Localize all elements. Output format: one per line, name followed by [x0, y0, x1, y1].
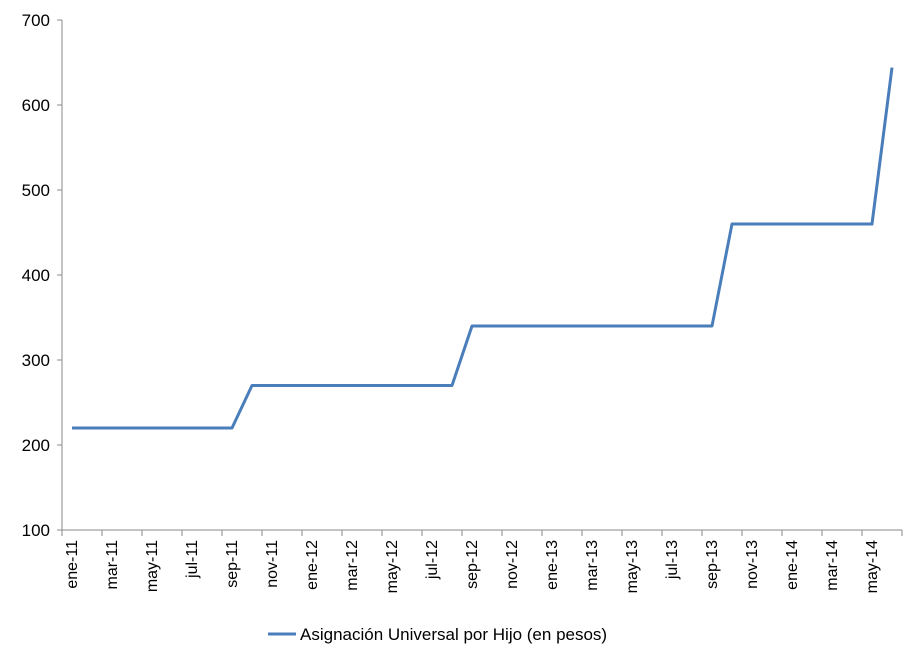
x-tick-label: ene-11	[64, 540, 81, 589]
x-tick-label: jul-13	[664, 540, 681, 580]
y-tick-label: 200	[22, 436, 50, 455]
y-tick-label: 400	[22, 266, 50, 285]
x-tick-label: sep-11	[224, 540, 241, 588]
y-axis: 100 200 300 400 500 600 700	[22, 11, 63, 540]
x-tick-label: sep-13	[704, 540, 721, 589]
y-tick-label: 500	[22, 181, 50, 200]
x-tick-label: may-11	[144, 540, 161, 592]
y-tick-label: 700	[22, 11, 50, 30]
y-tick-label: 300	[22, 351, 50, 370]
x-tick-label: ene-14	[784, 540, 801, 590]
x-tick-label: ene-13	[544, 540, 561, 590]
y-tick-label: 100	[22, 521, 50, 540]
x-tick-label: ene-12	[304, 540, 321, 590]
legend-label: Asignación Universal por Hijo (en pesos)	[300, 625, 607, 644]
series-lines	[72, 67, 894, 430]
x-tick-label: mar-12	[344, 540, 361, 591]
legend: Asignación Universal por Hijo (en pesos)	[268, 625, 607, 644]
x-tick-label: sep-12	[464, 540, 481, 589]
x-tick-label: mar-11	[104, 540, 121, 590]
series-line	[72, 67, 894, 430]
x-tick-label: nov-13	[744, 540, 761, 589]
x-tick-label: nov-11	[264, 540, 281, 588]
x-tick-label: mar-13	[584, 540, 601, 591]
x-axis: ene-11 mar-11 may-11 jul-11 sep-11 nov-11 ene-…	[61, 529, 903, 593]
x-tick-label: may-12	[384, 540, 401, 593]
y-tick-label: 600	[22, 96, 50, 115]
x-tick-label: jul-11	[184, 540, 201, 579]
x-tick-label: may-13	[624, 540, 641, 593]
x-tick-label: may-14	[864, 540, 881, 593]
x-tick-label: nov-12	[504, 540, 521, 589]
x-tick-label: jul-12	[424, 540, 441, 580]
x-tick-label: mar-14	[824, 540, 841, 591]
